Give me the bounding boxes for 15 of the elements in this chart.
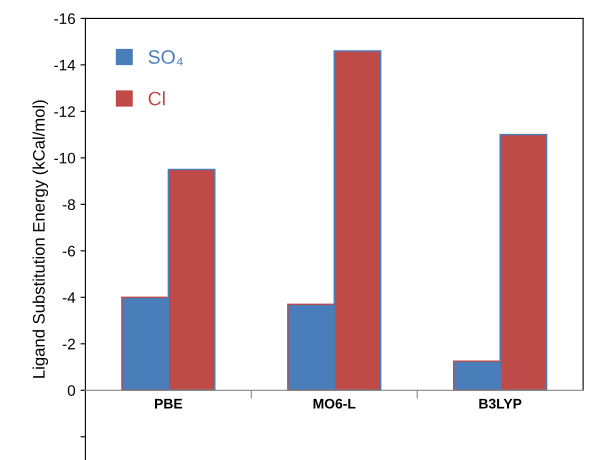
y-tick-label: -2 [62, 338, 75, 350]
legend-label: SO₄ [148, 50, 183, 66]
x-tick-label: PBE [155, 398, 182, 408]
x-tick-label: B3LYP [479, 398, 522, 409]
y-tick-label: -8 [62, 199, 76, 210]
legend-label: Cl [148, 91, 165, 106]
y-tick-label: -16 [54, 13, 76, 24]
y-tick-label: -10 [54, 152, 76, 164]
y-tick-label: -12 [54, 106, 75, 117]
x-tick-label: MO6-L [314, 398, 356, 409]
y-tick-label: -6 [62, 246, 76, 257]
y-axis-title: Ligand Substitution Energy (kCal/mol) [32, 100, 48, 378]
y-tick-label: -14 [54, 60, 76, 70]
y-tick-label: -4 [62, 292, 76, 303]
y-tick-label: 0 [68, 385, 76, 396]
